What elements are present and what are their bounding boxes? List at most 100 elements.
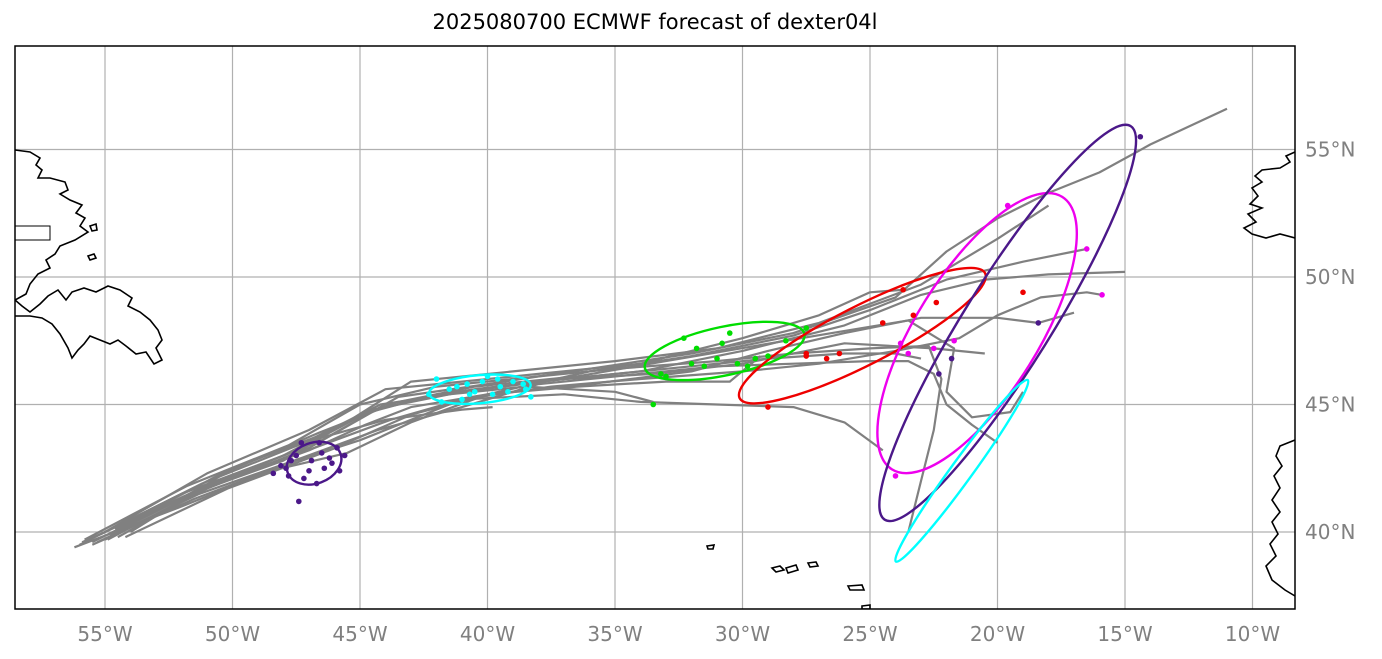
forecast-position-dot (1035, 320, 1042, 326)
forecast-position-dot (306, 468, 312, 474)
forecast-position-dot (479, 378, 486, 385)
forecast-position-dot (744, 363, 751, 370)
plot-frame (14, 45, 1296, 610)
forecast-position-dot (293, 452, 300, 459)
island-azores-3 (784, 564, 800, 574)
forecast-position-dot (528, 394, 534, 400)
lon-tick-label: 55°W (77, 622, 132, 646)
forecast-position-dot (900, 286, 906, 293)
forecast-position-dot (693, 345, 700, 352)
island-small-2 (88, 222, 98, 232)
island-azores-1 (705, 544, 716, 550)
island-azores-2 (770, 565, 786, 573)
lon-tick-label: 10°W (1225, 622, 1280, 646)
forecast-position-dot (803, 353, 810, 359)
island-small-1 (86, 253, 98, 261)
forecast-position-dot (336, 468, 343, 474)
ensemble-track (79, 270, 1126, 546)
forecast-position-dot (910, 312, 917, 319)
lon-tick-label: 40°W (460, 622, 515, 646)
coastline-newfoundland-south (15, 285, 164, 366)
forecast-position-dot (688, 360, 695, 367)
ensemble-track (124, 311, 1075, 539)
forecast-position-dot (433, 376, 440, 382)
forecast-position-dot (765, 404, 771, 410)
forecast-position-dot (296, 498, 302, 505)
forecast-position-dot (313, 480, 320, 487)
lat-tick-label: 40°N (1305, 520, 1355, 544)
forecast-position-dot (650, 401, 657, 408)
forecast-position-dot (701, 363, 708, 370)
ensemble-track (74, 247, 1088, 549)
forecast-position-dot (426, 391, 432, 398)
forecast-position-dot (1004, 202, 1011, 209)
forecast-position-dot (283, 465, 289, 472)
forecast-position-dot (298, 439, 305, 446)
forecast-position-dot (466, 391, 473, 398)
forecast-position-dot (522, 386, 529, 393)
forecast-positions (270, 133, 1144, 505)
forecast-position-dot (948, 355, 955, 362)
forecast-position-dot (951, 337, 957, 344)
forecast-position-dot (719, 340, 725, 347)
axis-ticks: 55°W 50°W 45°W 40°W 35°W 30°W 25°W 20°W 15°W 10°W… (77, 138, 1355, 647)
lon-tick-label: 25°W (842, 622, 897, 646)
coastline-europe-north (1242, 151, 1295, 239)
forecast-position-dot (930, 345, 937, 352)
forecast-position-dot (823, 355, 830, 362)
forecast-position-dot (510, 378, 516, 385)
lat-tick-label: 55°N (1305, 138, 1355, 162)
island-azores-5 (846, 584, 866, 591)
coastline-europe-south (1265, 439, 1295, 597)
forecast-position-dot (471, 388, 478, 395)
forecast-position-dot (270, 470, 277, 477)
forecast-position-dot (326, 455, 333, 461)
forecast-position-dot (505, 388, 511, 395)
forecast-position-dot (897, 340, 904, 347)
forecast-position-dot (301, 475, 307, 482)
ensemble-track (117, 107, 1228, 539)
forecast-position-dot (681, 335, 687, 342)
forecast-position-dot (334, 445, 340, 451)
ensemble-track (96, 360, 999, 544)
forecast-position-dot (489, 391, 496, 398)
forecast-position-dot (438, 399, 445, 405)
graticule (15, 46, 1295, 609)
coastlines (15, 149, 1295, 609)
island-azores-6 (861, 604, 871, 609)
forecast-position-dot (316, 439, 323, 446)
forecast-position-dot (1020, 289, 1026, 296)
forecast-position-dot (464, 381, 470, 387)
uncertainty-ellipse (285, 440, 343, 486)
forecast-position-dot (497, 383, 504, 390)
forecast-position-dot (341, 452, 348, 459)
forecast-position-dot (318, 450, 325, 456)
forecast-position-dot (933, 299, 940, 306)
forecast-position-dot (714, 355, 720, 362)
forecast-position-dot (484, 373, 491, 380)
forecast-position-dot (446, 386, 453, 393)
lat-tick-label: 45°N (1305, 393, 1355, 417)
forecast-position-dot (278, 462, 284, 469)
forecast-position-dot (285, 473, 292, 479)
forecast-position-dot (454, 383, 460, 390)
forecast-position-dot (726, 330, 733, 336)
forecast-position-dot (734, 360, 741, 367)
forecast-position-dot (520, 381, 526, 387)
forecast-position-dot (752, 355, 759, 362)
forecast-position-dot (663, 373, 669, 380)
coastline-newfoundland (15, 149, 90, 301)
uncertainty-ellipse (894, 378, 1030, 563)
forecast-position-dot (936, 371, 942, 377)
forecast-position-dot (783, 337, 789, 344)
lon-tick-label: 35°W (587, 622, 642, 646)
uncertainty-ellipse (737, 266, 987, 405)
lon-tick-label: 15°W (1097, 622, 1152, 646)
uncertainty-ellipses (285, 123, 1138, 563)
lat-tick-label: 50°N (1305, 265, 1355, 289)
lon-tick-label: 50°W (205, 622, 260, 646)
uncertainty-ellipse (876, 191, 1079, 475)
forecast-position-dot (321, 465, 328, 472)
forecast-position-dot (459, 396, 465, 403)
